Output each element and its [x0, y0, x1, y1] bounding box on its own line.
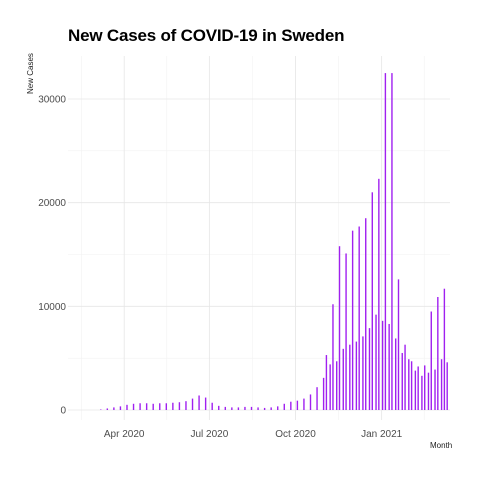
bar: [437, 297, 439, 410]
bar: [355, 341, 358, 410]
bar: [100, 409, 102, 410]
bar: [237, 407, 240, 410]
bar: [440, 359, 443, 410]
bar: [329, 364, 331, 410]
bar: [351, 230, 354, 410]
bar: [404, 344, 406, 410]
bar: [388, 323, 390, 410]
bar: [224, 406, 226, 410]
bar: [384, 73, 387, 410]
x-axis-label: Month: [430, 441, 453, 450]
bar: [145, 403, 148, 410]
bar: [417, 366, 419, 410]
bar: [322, 377, 325, 410]
bar: [244, 406, 246, 410]
bar: [270, 407, 272, 410]
chart-title: New Cases of COVID-19 in Sweden: [68, 26, 345, 45]
bar: [132, 403, 135, 410]
bar: [446, 362, 448, 410]
bar: [126, 404, 128, 410]
y-tick-label: 20000: [38, 198, 66, 209]
bar: [358, 226, 360, 410]
bar: [427, 372, 430, 410]
bar: [152, 403, 154, 410]
bar: [338, 246, 341, 410]
x-tick-label: Apr 2020: [104, 429, 145, 440]
y-tick-label: 10000: [38, 302, 66, 313]
bar: [368, 328, 371, 410]
bar: [434, 369, 436, 410]
bar: [211, 402, 213, 410]
y-tick-label: 30000: [38, 95, 66, 106]
bar: [408, 359, 410, 410]
bar: [250, 406, 253, 410]
bar: [410, 361, 413, 410]
x-tick-label: Jan 2021: [361, 429, 403, 440]
x-tick-label: Jul 2020: [190, 429, 228, 440]
bar: [309, 394, 312, 410]
bar: [421, 375, 423, 410]
bar: [257, 407, 259, 410]
bar: [394, 338, 397, 410]
bar: [401, 352, 403, 410]
bar-series: [100, 73, 448, 410]
bar: [198, 395, 200, 410]
bar: [290, 401, 292, 410]
bar: [381, 320, 384, 410]
minor-gridlines: [68, 56, 450, 420]
bar: [430, 311, 432, 410]
bar: [336, 361, 338, 410]
bar: [296, 400, 299, 410]
bar: [316, 387, 318, 410]
major-gridlines: [68, 56, 450, 420]
bar: [172, 402, 174, 410]
bar: [365, 218, 367, 410]
x-tick-labels: Apr 2020 Jul 2020 Oct 2020 Jan 2021: [104, 429, 403, 440]
bar: [159, 403, 161, 410]
bar: [378, 178, 380, 410]
bar: [139, 403, 141, 410]
bar: [397, 279, 400, 410]
bar: [375, 314, 377, 410]
bar: [391, 73, 393, 410]
bar: [345, 253, 347, 410]
bar: [231, 407, 233, 410]
bar: [218, 405, 220, 410]
bar: [332, 304, 334, 410]
bar: [414, 370, 417, 410]
bar: [113, 407, 115, 410]
bar: [191, 398, 194, 410]
y-axis-label: New Cases: [26, 53, 35, 94]
bar: [349, 344, 351, 410]
bar: [362, 336, 364, 410]
bar: [119, 406, 122, 410]
y-tick-labels: 0 10000 20000 30000: [38, 95, 66, 417]
bar: [371, 192, 373, 410]
x-tick-label: Oct 2020: [275, 429, 316, 440]
bar: [277, 406, 279, 410]
bar: [178, 402, 181, 410]
bar: [443, 288, 446, 410]
bar: [283, 403, 285, 410]
bar: [424, 365, 426, 410]
bar: [263, 407, 266, 410]
bar: [325, 355, 328, 410]
y-tick-label: 0: [60, 406, 66, 417]
bar: [185, 401, 187, 410]
bar: [204, 397, 207, 410]
bar: [303, 398, 305, 410]
bar: [342, 348, 344, 410]
bar: [106, 408, 109, 410]
bar: [165, 403, 168, 410]
